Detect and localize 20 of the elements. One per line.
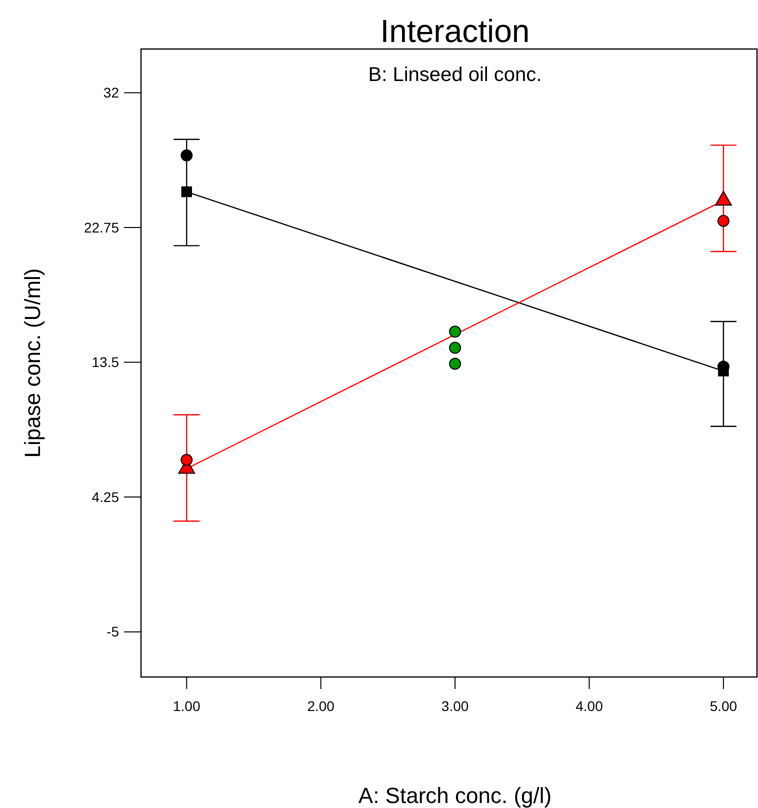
x-tick-label: 4.00 — [576, 698, 604, 714]
point — [181, 186, 192, 198]
x-tick-label: 2.00 — [307, 698, 335, 714]
point — [717, 214, 730, 227]
point — [449, 326, 462, 338]
point — [449, 358, 462, 370]
x-tick-label: 5.00 — [710, 698, 738, 714]
y-tick-label: 4.25 — [92, 488, 120, 505]
y-tick-label: -5 — [106, 624, 120, 640]
y-tick-label: 22.75 — [84, 219, 120, 236]
point — [449, 342, 462, 354]
y-tick-label: 32 — [103, 84, 120, 101]
y-tick-label: 13.5 — [92, 354, 120, 370]
chart-title: Interaction — [380, 13, 530, 49]
text: B: Linseed oil conc. — [368, 64, 542, 86]
x-tick-label: 1.00 — [173, 698, 200, 714]
x-tick-label: 3.00 — [441, 698, 469, 714]
y-axis-title: Lipase conc. (U/ml) — [20, 268, 45, 458]
x-axis-title: A: Starch conc. (g/l) — [358, 783, 552, 808]
point — [180, 149, 193, 162]
